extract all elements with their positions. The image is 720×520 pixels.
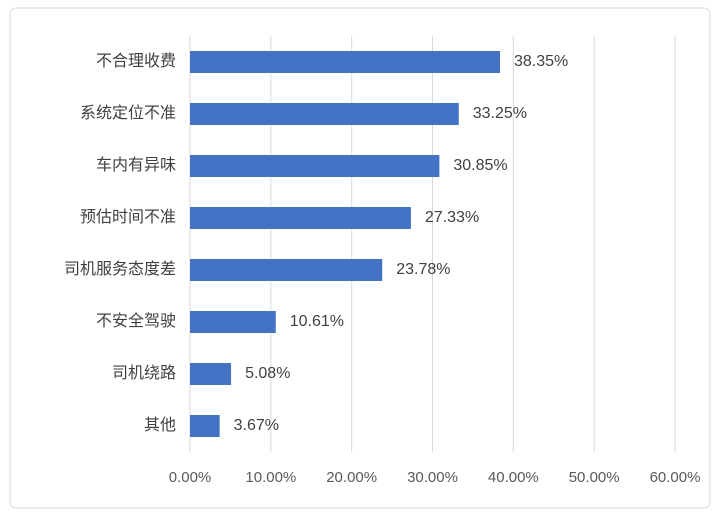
chart-border bbox=[9, 7, 711, 509]
y-tick-label: 预估时间不准 bbox=[80, 208, 176, 226]
x-tick-label: 60.00% bbox=[650, 469, 701, 486]
value-label: 5.08% bbox=[245, 365, 290, 382]
x-tick-label: 0.00% bbox=[169, 469, 212, 486]
x-tick-label: 20.00% bbox=[326, 469, 377, 486]
x-tick-label: 30.00% bbox=[407, 469, 458, 486]
bar bbox=[190, 415, 220, 437]
y-tick-label: 车内有异味 bbox=[96, 156, 176, 174]
value-label: 38.35% bbox=[514, 53, 568, 70]
bar bbox=[190, 207, 411, 229]
y-tick-label: 不合理收费 bbox=[96, 52, 176, 70]
x-tick-label: 40.00% bbox=[488, 469, 539, 486]
x-tick-label: 50.00% bbox=[569, 469, 620, 486]
y-tick-label: 司机服务态度差 bbox=[64, 260, 176, 278]
value-label: 3.67% bbox=[234, 417, 279, 434]
bar bbox=[190, 259, 383, 281]
y-tick-label: 系统定位不准 bbox=[80, 104, 176, 122]
value-label: 33.25% bbox=[473, 105, 527, 122]
bar bbox=[190, 51, 500, 73]
value-label: 27.33% bbox=[425, 209, 479, 226]
value-label: 30.85% bbox=[453, 157, 507, 174]
bar bbox=[190, 311, 276, 333]
y-tick-label: 司机绕路 bbox=[112, 364, 176, 382]
bar bbox=[190, 155, 440, 177]
y-tick-label: 不安全驾驶 bbox=[96, 312, 176, 330]
x-tick-label: 10.00% bbox=[245, 469, 296, 486]
y-tick-label: 其他 bbox=[144, 416, 176, 434]
value-label: 10.61% bbox=[290, 313, 344, 330]
bar bbox=[190, 363, 232, 385]
bar bbox=[190, 103, 459, 125]
value-label: 23.78% bbox=[396, 261, 450, 278]
